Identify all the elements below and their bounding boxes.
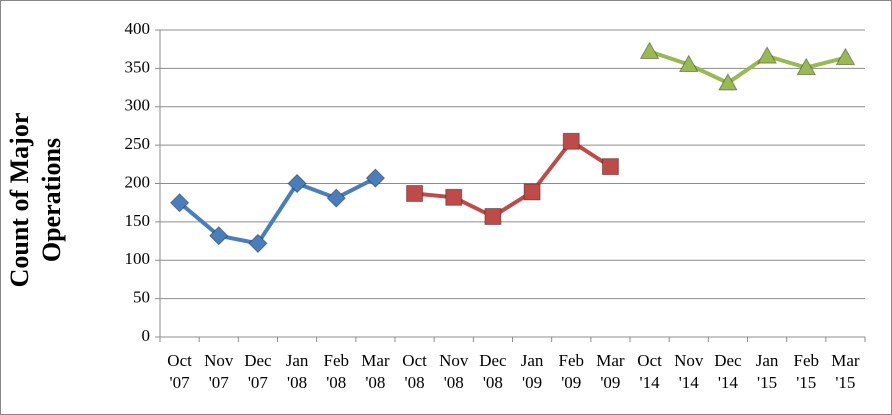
marker: [639, 41, 660, 59]
x-tick-label: Nov '07: [204, 351, 234, 392]
x-tick-label: Dec '08: [479, 351, 507, 392]
marker: [718, 72, 738, 91]
marker: [757, 46, 777, 64]
marker: [562, 132, 580, 150]
marker: [484, 208, 502, 226]
x-tick-label: Jan '15: [755, 351, 779, 392]
y-tick-label: 200: [125, 172, 151, 191]
x-tick-label: Mar '08: [361, 351, 390, 392]
marker: [601, 158, 619, 176]
x-tick-label: Oct '14: [637, 351, 662, 392]
marker: [835, 47, 856, 66]
y-tick-label: 250: [125, 134, 151, 153]
marker: [287, 173, 307, 194]
x-tick-label: Mar '09: [596, 351, 625, 392]
y-tick-label: 350: [125, 57, 151, 76]
x-tick-label: Jan '08: [285, 351, 309, 392]
marker: [326, 188, 346, 208]
x-tick-label: Dec '07: [244, 351, 272, 392]
x-tick-label: Feb '08: [323, 351, 350, 392]
x-tick-label: Oct '07: [167, 351, 192, 392]
marker: [678, 54, 699, 73]
marker: [209, 225, 229, 246]
marker: [365, 168, 386, 188]
marker: [445, 188, 463, 206]
y-tick-label: 300: [125, 96, 151, 115]
marker: [523, 183, 541, 201]
series-line: [414, 139, 612, 219]
y-tick-label: 150: [125, 211, 151, 230]
x-tick-label: Oct '08: [402, 351, 427, 392]
x-tick-label: Feb '09: [558, 351, 585, 392]
x-tick-label: Feb '15: [793, 351, 820, 392]
x-tick-label: Nov '14: [674, 351, 704, 392]
x-tick-label: Nov '08: [439, 351, 469, 392]
marker: [248, 233, 268, 254]
x-tick-label: Jan '09: [520, 351, 544, 392]
x-tick-label: Dec '14: [714, 351, 742, 392]
x-tick-label: Mar '15: [831, 351, 860, 392]
marker: [169, 192, 190, 213]
y-tick-label: 0: [142, 326, 151, 345]
y-tick-label: 400: [125, 19, 151, 38]
series-line: [178, 176, 377, 246]
y-tick-label: 50: [133, 288, 150, 307]
y-tick-label: 100: [125, 249, 151, 268]
marker: [406, 184, 424, 202]
series-line: [648, 49, 846, 85]
y-axis-label: Count of Major Operations: [5, 112, 66, 288]
marker: [796, 57, 817, 76]
